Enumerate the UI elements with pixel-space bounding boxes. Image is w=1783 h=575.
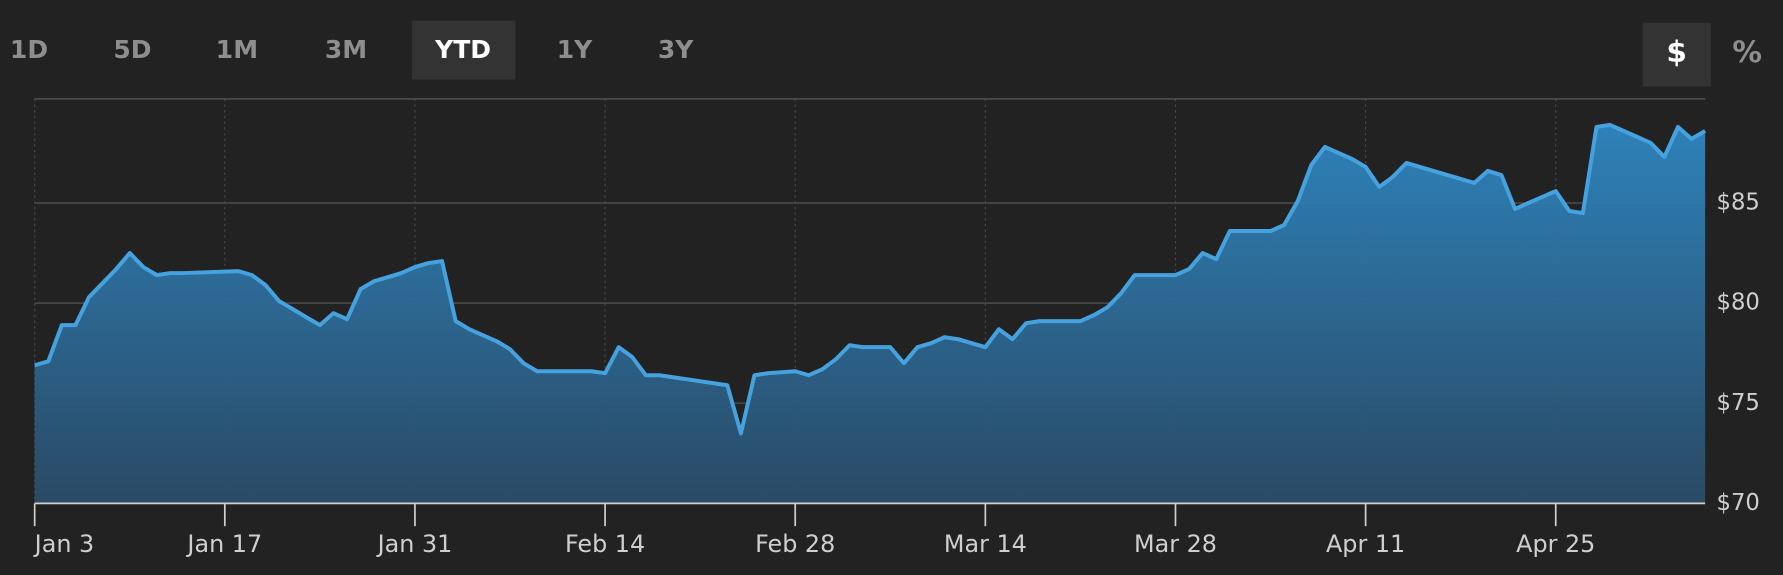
x-tick-label: Feb 28 bbox=[755, 530, 835, 558]
range-button-bg[interactable] bbox=[411, 20, 516, 80]
x-tick-label: Jan 31 bbox=[376, 530, 453, 558]
range-button-label[interactable]: 1Y bbox=[557, 35, 593, 64]
unit-button[interactable]: % bbox=[1732, 35, 1762, 69]
x-tick-label: Jan 3 bbox=[33, 530, 95, 558]
x-tick-label: Apr 25 bbox=[1516, 530, 1595, 558]
range-button[interactable]: 1Y bbox=[557, 35, 593, 64]
x-tick-label: Feb 14 bbox=[565, 530, 645, 558]
y-tick-label: $70 bbox=[1717, 490, 1760, 516]
range-button-label[interactable]: 1D bbox=[10, 35, 48, 64]
y-tick-label: $85 bbox=[1717, 190, 1760, 216]
y-tick-label: $75 bbox=[1717, 390, 1760, 416]
y-tick-label: $80 bbox=[1717, 290, 1760, 316]
range-button[interactable]: YTD bbox=[411, 20, 516, 80]
x-tick-label: Jan 17 bbox=[185, 530, 262, 558]
range-button-label[interactable]: 1M bbox=[216, 35, 258, 64]
unit-button-label[interactable]: $ bbox=[1666, 35, 1687, 69]
range-button-label[interactable]: 3M bbox=[325, 35, 367, 64]
unit-button[interactable]: $ bbox=[1642, 22, 1711, 87]
x-tick-label: Mar 28 bbox=[1134, 530, 1217, 558]
x-tick-label: Apr 11 bbox=[1326, 530, 1405, 558]
range-button[interactable]: 3Y bbox=[658, 35, 694, 64]
range-button[interactable]: 3M bbox=[325, 35, 367, 64]
range-button-label[interactable]: 5D bbox=[113, 35, 151, 64]
range-button-label[interactable]: 3Y bbox=[658, 35, 694, 64]
unit-button-bg[interactable] bbox=[1642, 22, 1711, 87]
range-button[interactable]: 1M bbox=[216, 35, 258, 64]
unit-button-label[interactable]: % bbox=[1732, 35, 1762, 69]
range-button[interactable]: 1D bbox=[10, 35, 48, 64]
range-button[interactable]: 5D bbox=[113, 35, 151, 64]
price-line bbox=[34, 122, 1707, 436]
x-tick-label: Mar 14 bbox=[944, 530, 1027, 558]
range-button-label[interactable]: YTD bbox=[434, 35, 491, 64]
